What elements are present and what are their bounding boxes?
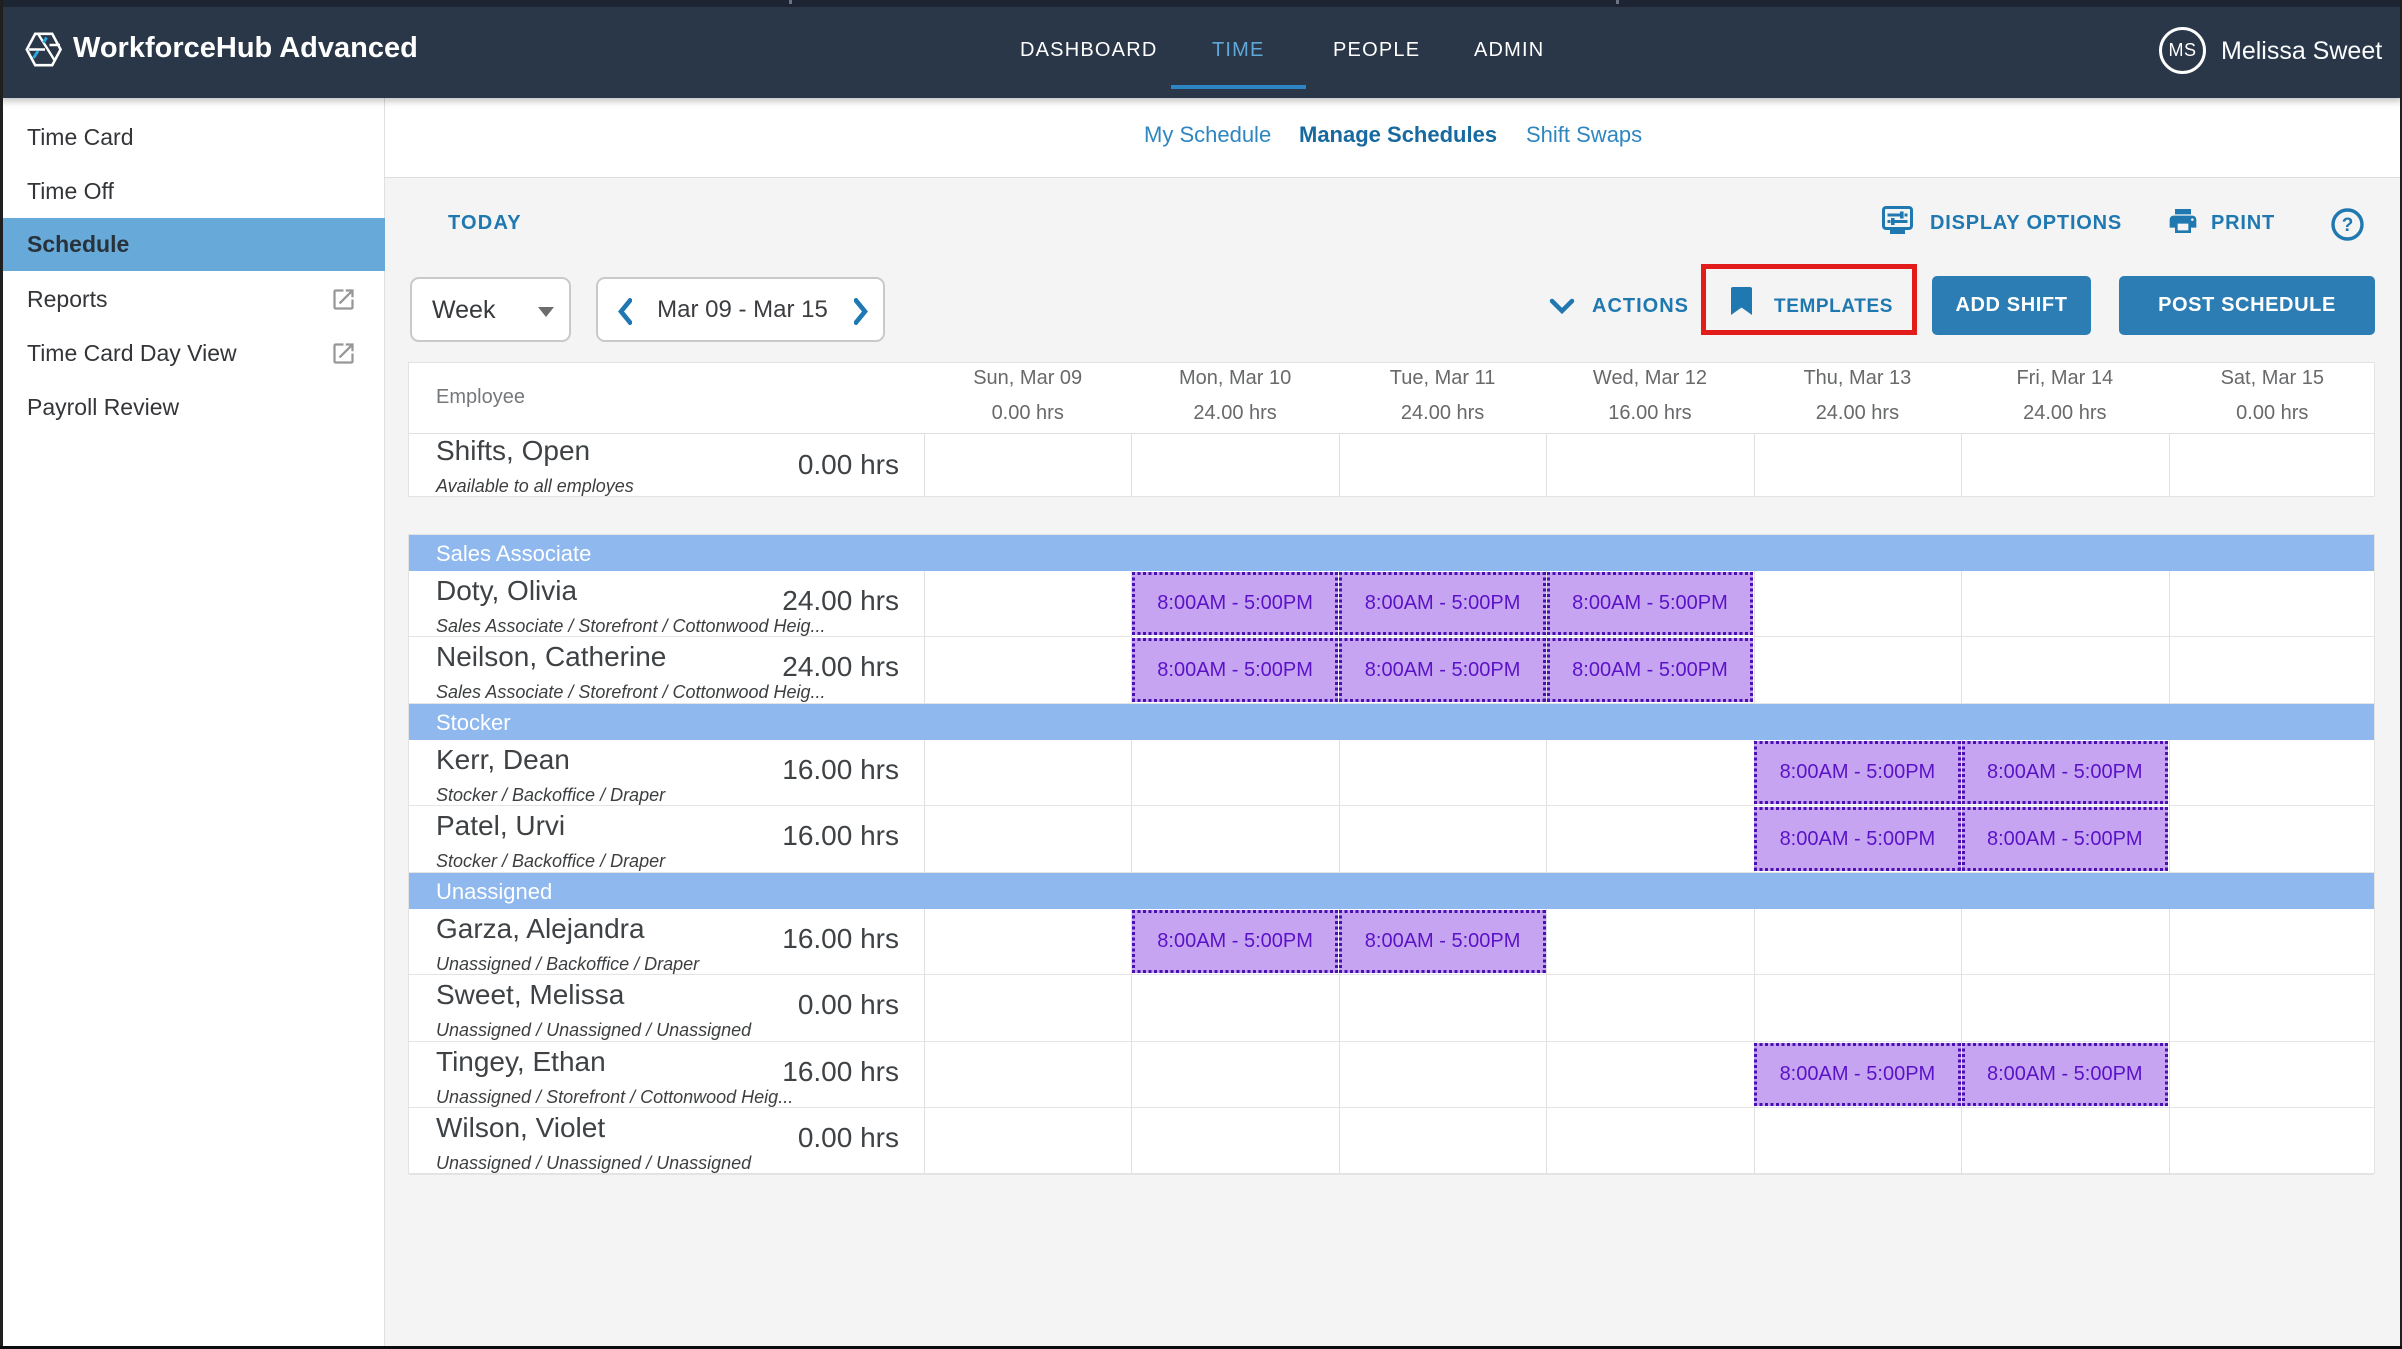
svg-text:?: ? (2342, 215, 2354, 236)
